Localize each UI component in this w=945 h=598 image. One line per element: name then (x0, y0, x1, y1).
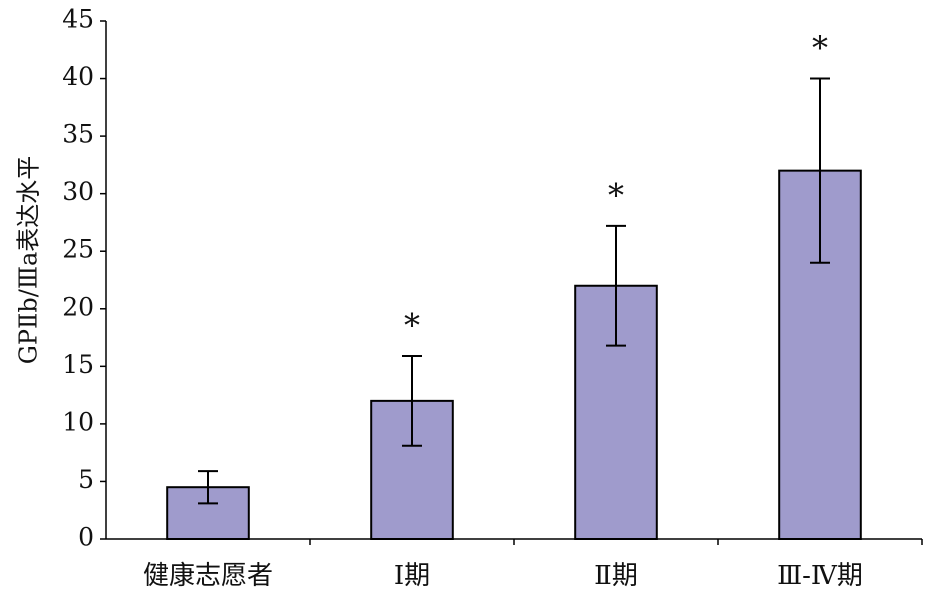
x-tick-label: Ⅱ期 (594, 561, 638, 591)
x-tick-label: 健康志愿者 (143, 561, 273, 591)
y-tick-label: 0 (78, 523, 94, 552)
y-axis-label: GPⅡb/Ⅲa表达水平 (15, 156, 43, 365)
y-tick-label: 20 (62, 292, 94, 321)
significance-marker: * (608, 176, 624, 214)
y-tick-label: 30 (62, 177, 94, 206)
significance-marker: * (404, 306, 420, 344)
y-tick-label: 15 (62, 350, 94, 379)
x-tick-label: Ⅲ-Ⅳ期 (777, 561, 863, 591)
y-tick-label: 5 (78, 465, 94, 494)
y-tick-label: 40 (62, 62, 94, 91)
x-tick-label: Ⅰ期 (394, 561, 430, 591)
y-tick-label: 45 (62, 5, 94, 34)
bar (166, 486, 250, 541)
significance-marker: * (812, 29, 828, 67)
y-tick-label: 25 (62, 235, 94, 264)
y-tick-label: 35 (62, 120, 94, 149)
y-tick-label: 10 (62, 407, 94, 436)
